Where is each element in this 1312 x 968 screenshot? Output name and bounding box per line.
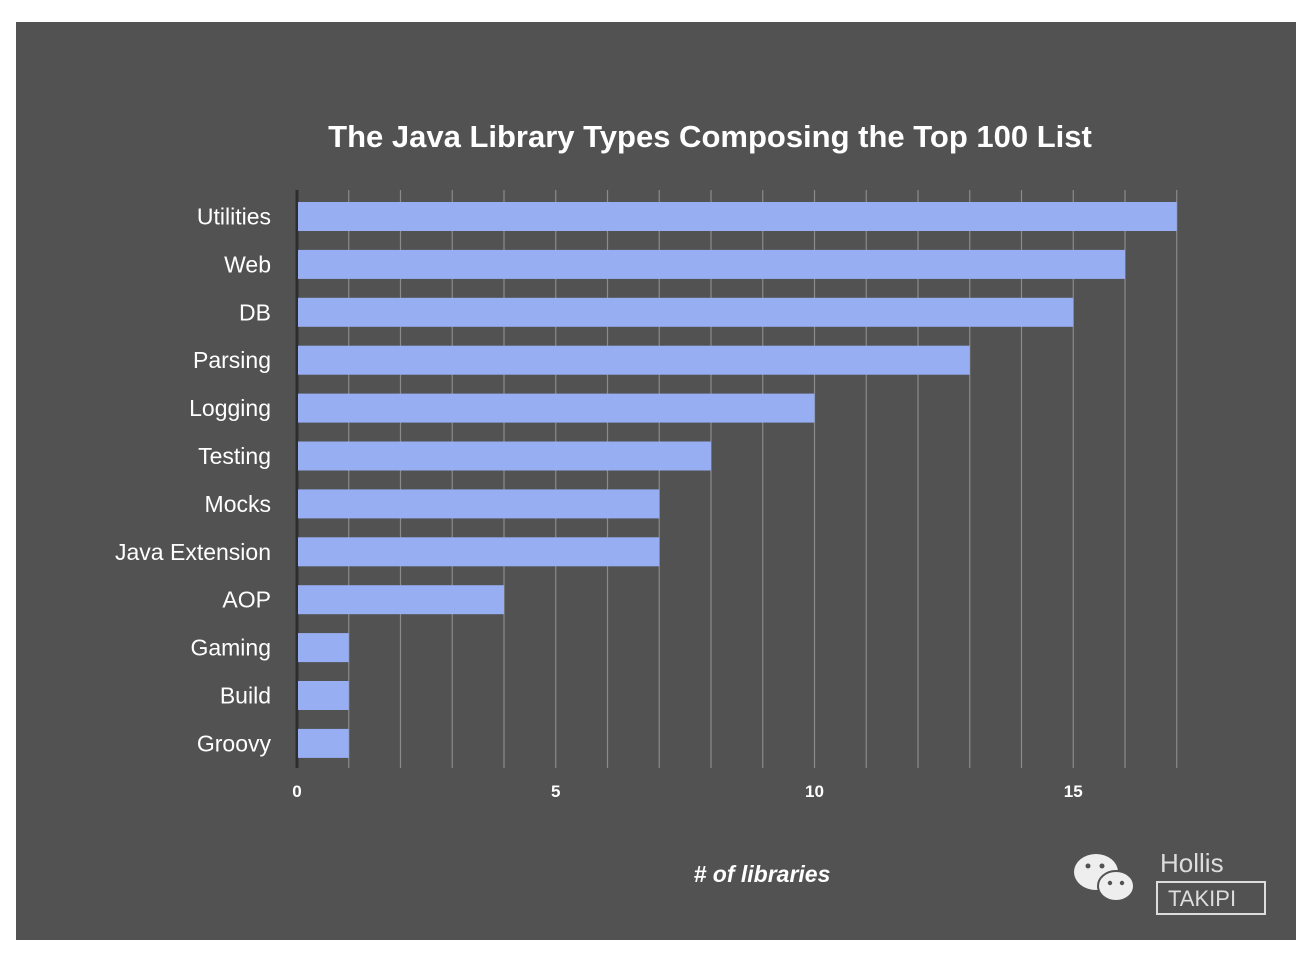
chart-title: The Java Library Types Composing the Top… [328, 119, 1092, 154]
category-label: Mocks [205, 491, 271, 517]
category-label: Web [224, 251, 271, 277]
bar-gaming [298, 633, 349, 663]
bar-groovy [298, 728, 349, 758]
bar-testing [298, 441, 711, 471]
bar-utilities [298, 202, 1177, 231]
bar-mocks [298, 489, 660, 519]
category-label: Gaming [190, 635, 271, 661]
bar-build [298, 681, 349, 710]
x-tick-label: 10 [805, 782, 824, 801]
watermark: Hollis TAKIPI [1074, 848, 1266, 915]
x-tick-label: 15 [1064, 782, 1083, 801]
watermark-takipi: TAKIPI [1168, 886, 1236, 911]
chart-panel [16, 22, 1296, 940]
category-label: Parsing [193, 347, 271, 373]
x-tick-label: 5 [551, 782, 560, 801]
category-label: Logging [189, 395, 271, 421]
bar-java-extension [298, 537, 660, 567]
category-label: Groovy [197, 730, 272, 756]
bar-logging [298, 393, 815, 423]
wechat-icon [1074, 854, 1135, 902]
x-axis-label: # of libraries [694, 861, 831, 887]
category-label: Testing [198, 443, 271, 469]
category-label: Java Extension [115, 539, 271, 565]
category-label: Build [220, 683, 271, 709]
x-tick-label: 0 [292, 782, 301, 801]
bar-db [298, 297, 1074, 327]
watermark-hollis: Hollis [1160, 848, 1224, 878]
category-label: AOP [222, 587, 271, 613]
category-label: DB [239, 299, 271, 325]
category-label: Utilities [197, 204, 271, 230]
bar-parsing [298, 345, 970, 375]
bar-aop [298, 585, 504, 615]
bar-web [298, 249, 1125, 279]
